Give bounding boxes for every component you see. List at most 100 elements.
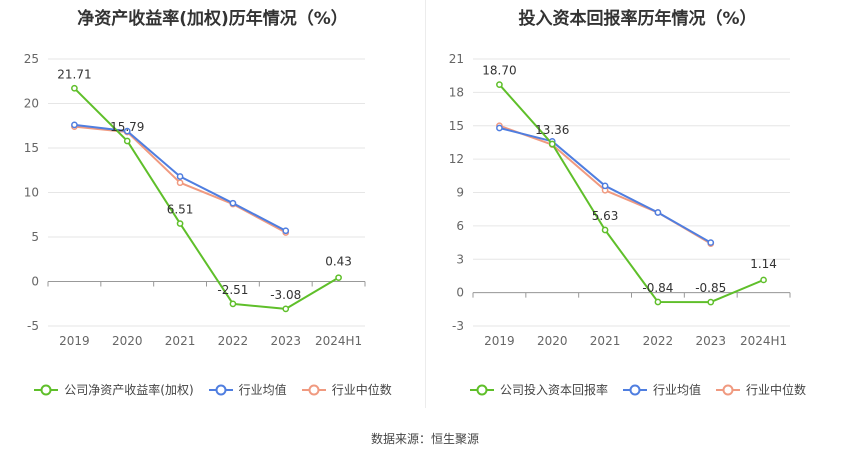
- legend-item-industry-mean[interactable]: 行业均值: [622, 381, 701, 398]
- data-label: 5.63: [592, 209, 619, 223]
- y-tick-label: 5: [31, 230, 39, 244]
- legend-item-industry-median[interactable]: 行业中位数: [301, 381, 392, 398]
- data-point-industry-mean: [601, 182, 609, 190]
- y-tick-label: 10: [24, 186, 39, 200]
- series-line-company: [498, 83, 764, 304]
- legend-line-icon: [208, 384, 233, 395]
- legend-marker: [40, 384, 52, 395]
- data-label: 18.70: [482, 64, 516, 78]
- data-point-company: [760, 276, 767, 284]
- x-tick-label: 2022: [218, 334, 249, 348]
- data-point-company: [654, 298, 662, 306]
- data-point-industry-mean: [123, 127, 131, 135]
- data-point-company: [601, 226, 609, 234]
- data-point-company: [123, 137, 131, 145]
- data-point-industry-mean: [176, 173, 184, 180]
- y-tick-label: 25: [24, 52, 39, 66]
- legend-line-icon: [469, 384, 494, 395]
- data-label: 21.71: [57, 67, 91, 81]
- x-tick-label: 2023: [270, 334, 301, 348]
- y-tick-label: 6: [456, 219, 464, 233]
- data-point-industry-median: [176, 179, 184, 187]
- legend-label-industry-mean: 行业均值: [238, 383, 287, 397]
- data-point-company: [335, 274, 342, 282]
- legend-marker: [629, 384, 641, 395]
- data-point-industry-mean: [229, 199, 237, 207]
- data-point-company: [496, 81, 503, 88]
- roic-chart-panel: 投入资本回报率历年情况（%） -3 0 3 6 9 12 15 18 21 2019 2020 202…: [425, 0, 850, 420]
- x-tick-label: 2019: [59, 334, 90, 348]
- data-label: -0.84: [642, 281, 673, 295]
- data-point-company: [282, 305, 290, 313]
- legend-swatch-industry-median: [301, 383, 327, 397]
- legend-line-icon: [301, 384, 326, 395]
- data-label: 1.14: [750, 257, 777, 271]
- x-tick-label: 2020: [112, 334, 143, 348]
- legend-label-company: 公司投入资本回报率: [499, 383, 608, 397]
- roic-chart: -3 0 3 6 9 12 15 18 21 2019 2020 2021 2022 2023 2024H1…: [449, 52, 791, 348]
- data-label: -3.08: [270, 288, 301, 302]
- roic-chart-legend: 公司投入资本回报率 行业均值 行业中位数: [425, 381, 850, 398]
- data-point-company: [707, 298, 715, 306]
- y-tick-label: 3: [456, 252, 464, 266]
- legend-swatch-company: [469, 383, 495, 397]
- x-tick-label: 2024H1: [315, 334, 362, 348]
- legend-swatch-industry-median: [715, 383, 741, 397]
- y-tick-label: 0: [31, 275, 39, 289]
- data-point-company: [548, 140, 556, 148]
- legend-item-company[interactable]: 公司净资产收益率(加权): [33, 381, 194, 398]
- legend-marker: [722, 384, 734, 395]
- y-tick-label: 18: [449, 85, 464, 99]
- roe-chart-panel: 净资产收益率(加权)历年情况（%） -5 0 5 10 15 20 25 2019 2020 20…: [0, 0, 425, 420]
- legend-line-icon: [622, 384, 647, 395]
- x-tick-label: 2019: [484, 334, 515, 348]
- roic-chart-title: 投入资本回报率历年情况（%）: [518, 9, 757, 29]
- legend-label-industry-mean: 行业均值: [652, 383, 701, 397]
- y-tick-label: 12: [449, 152, 464, 166]
- legend-swatch-industry-mean: [208, 383, 234, 397]
- roe-chart: -5 0 5 10 15 20 25 2019 2020 2021 2022 2023 2024H1 21…: [24, 52, 366, 348]
- roe-chart-legend: 公司净资产收益率(加权) 行业均值 行业中位数: [0, 381, 425, 398]
- data-label: -2.51: [217, 283, 248, 297]
- y-tick-label: 9: [456, 186, 464, 200]
- data-point-industry-mean: [71, 121, 78, 129]
- legend-line-icon: [716, 384, 740, 395]
- legend-swatch-company: [33, 383, 59, 397]
- x-tick-label: 2021: [165, 334, 196, 348]
- legend-item-industry-median[interactable]: 行业中位数: [715, 381, 806, 398]
- x-tick-label: 2020: [537, 334, 568, 348]
- data-point-industry-mean: [654, 209, 662, 216]
- y-tick-label: -3: [452, 319, 464, 333]
- data-label: -0.85: [695, 281, 726, 295]
- roe-chart-title: 净资产收益率(加权)历年情况（%）: [77, 9, 348, 29]
- y-tick-label: 0: [456, 286, 464, 300]
- legend-label-company: 公司净资产收益率(加权): [64, 383, 194, 397]
- legend-marker: [215, 384, 227, 395]
- y-tick-label: 15: [24, 141, 39, 155]
- y-tick-label: 15: [449, 119, 464, 133]
- x-tick-label: 2021: [590, 334, 621, 348]
- legend-label-industry-median: 行业中位数: [746, 383, 807, 397]
- data-point-company: [229, 300, 237, 308]
- legend-item-company[interactable]: 公司投入资本回报率: [469, 381, 608, 398]
- data-label: 13.36: [535, 123, 569, 137]
- series-line-company: [73, 87, 340, 310]
- legend-marker: [308, 384, 320, 395]
- x-tick-label: 2023: [695, 334, 726, 348]
- data-source-note: 数据来源：恒生聚源: [370, 432, 479, 446]
- data-point-industry-mean: [496, 124, 503, 132]
- data-point-industry-mean: [707, 239, 715, 246]
- data-label: 0.43: [325, 255, 352, 269]
- legend-marker: [476, 384, 488, 395]
- x-tick-label: 2022: [643, 334, 674, 348]
- data-point-company: [176, 220, 184, 227]
- legend-label-industry-median: 行业中位数: [331, 383, 392, 397]
- data-label: 15.79: [110, 120, 144, 134]
- y-tick-label: 21: [449, 52, 464, 66]
- data-point-industry-mean: [282, 227, 290, 235]
- legend-line-icon: [34, 384, 59, 395]
- data-label: 6.51: [167, 203, 194, 217]
- legend-swatch-industry-mean: [622, 383, 648, 397]
- x-tick-label: 2024H1: [740, 334, 787, 348]
- legend-item-industry-mean[interactable]: 行业均值: [208, 381, 287, 398]
